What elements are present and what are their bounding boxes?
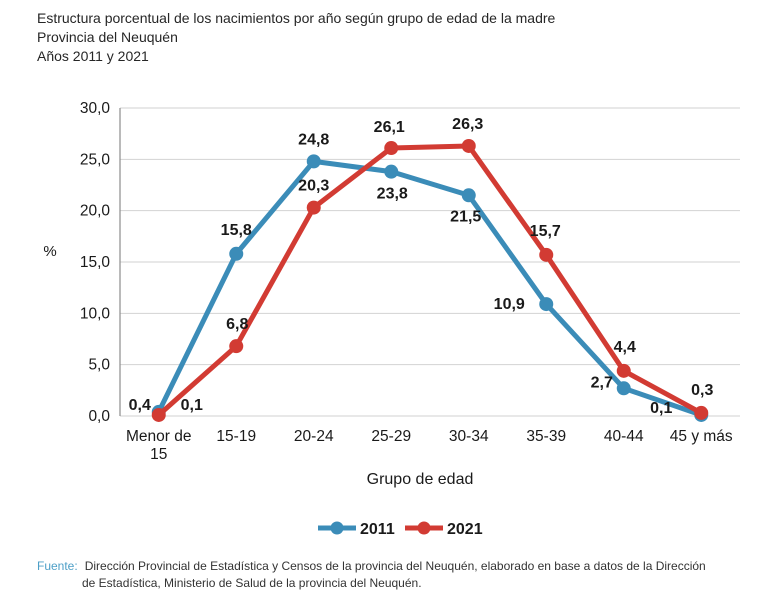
data-label-2011-3: 23,8 <box>377 186 408 203</box>
legend-label-2021: 2021 <box>447 521 483 538</box>
legend-marker-2021 <box>417 521 431 535</box>
data-label-2011-4: 21,5 <box>450 208 481 225</box>
y-tick-label: 25,0 <box>80 151 111 168</box>
y-tick-label: 10,0 <box>80 305 111 322</box>
series-line-2011 <box>156 158 704 418</box>
data-label-2021-0: 0,1 <box>181 397 203 414</box>
data-label-2011-6: 2,7 <box>591 374 613 391</box>
data-label-2021-3: 26,1 <box>374 119 405 136</box>
x-tick-label: 25-29 <box>371 428 411 445</box>
y-tick-label: 0,0 <box>88 408 110 425</box>
source-label: Fuente: <box>37 559 78 573</box>
legend-label-2011: 2011 <box>360 521 395 538</box>
data-label-2021-4: 26,3 <box>452 116 483 133</box>
data-point-2021-1 <box>229 339 244 354</box>
data-point-2011-3 <box>384 164 399 179</box>
source-note: Fuente: Dirección Provincial de Estadíst… <box>37 558 717 592</box>
x-axis-title: Grupo de edad <box>367 471 474 488</box>
y-axis-title: % <box>43 243 56 260</box>
data-label-2021-6: 4,4 <box>614 339 636 356</box>
x-tick-label: 15-19 <box>216 428 256 445</box>
data-label-2011-5: 10,9 <box>494 296 525 313</box>
data-point-2021-7 <box>694 405 709 420</box>
data-label-2011-1: 15,8 <box>221 222 252 239</box>
data-label-2011-7: 0,1 <box>650 400 672 417</box>
data-label-2021-7: 0,3 <box>691 382 713 399</box>
data-point-2021-5 <box>539 247 554 262</box>
source-text: Dirección Provincial de Estadística y Ce… <box>82 559 706 591</box>
data-point-2021-2 <box>306 200 321 215</box>
legend-marker-2011 <box>330 521 344 535</box>
data-point-2011-6 <box>616 381 631 396</box>
x-tick-label: 30-34 <box>449 428 489 445</box>
data-label-2021-1: 6,8 <box>226 316 248 333</box>
chart-subtitle-line: Provincia del Neuquén <box>37 29 178 46</box>
data-point-2021-6 <box>616 363 631 378</box>
y-tick-label: 20,0 <box>80 203 111 220</box>
series-line-2021 <box>156 143 704 418</box>
x-tick-label: 45 y más <box>670 428 733 445</box>
x-tick-label: 15 <box>150 446 167 463</box>
data-point-2011-2 <box>306 154 321 169</box>
x-tick-label: 35-39 <box>526 428 566 445</box>
chart-title-block: Estructura porcentual de los nacimientos… <box>37 9 555 66</box>
x-tick-label: 20-24 <box>294 428 334 445</box>
x-tick-label: 40-44 <box>604 428 644 445</box>
x-tick-label: Menor de <box>126 428 191 445</box>
data-point-2011-4 <box>461 188 476 203</box>
y-tick-label: 30,0 <box>80 100 111 117</box>
y-tick-label: 15,0 <box>80 254 111 271</box>
chart-years-line: Años 2011 y 2021 <box>37 48 149 65</box>
data-label-2011-0: 0,4 <box>129 397 151 414</box>
data-label-2011-2: 24,8 <box>298 131 329 148</box>
y-tick-label: 5,0 <box>88 357 110 374</box>
data-label-2021-5: 15,7 <box>530 223 561 240</box>
chart-title-line: Estructura porcentual de los nacimientos… <box>37 10 556 26</box>
data-point-2021-4 <box>461 138 476 153</box>
data-point-2021-0 <box>151 407 166 422</box>
data-point-2021-3 <box>384 141 399 156</box>
data-label-2021-2: 20,3 <box>298 178 329 195</box>
data-point-2011-1 <box>229 246 244 261</box>
data-point-2011-5 <box>539 297 554 312</box>
